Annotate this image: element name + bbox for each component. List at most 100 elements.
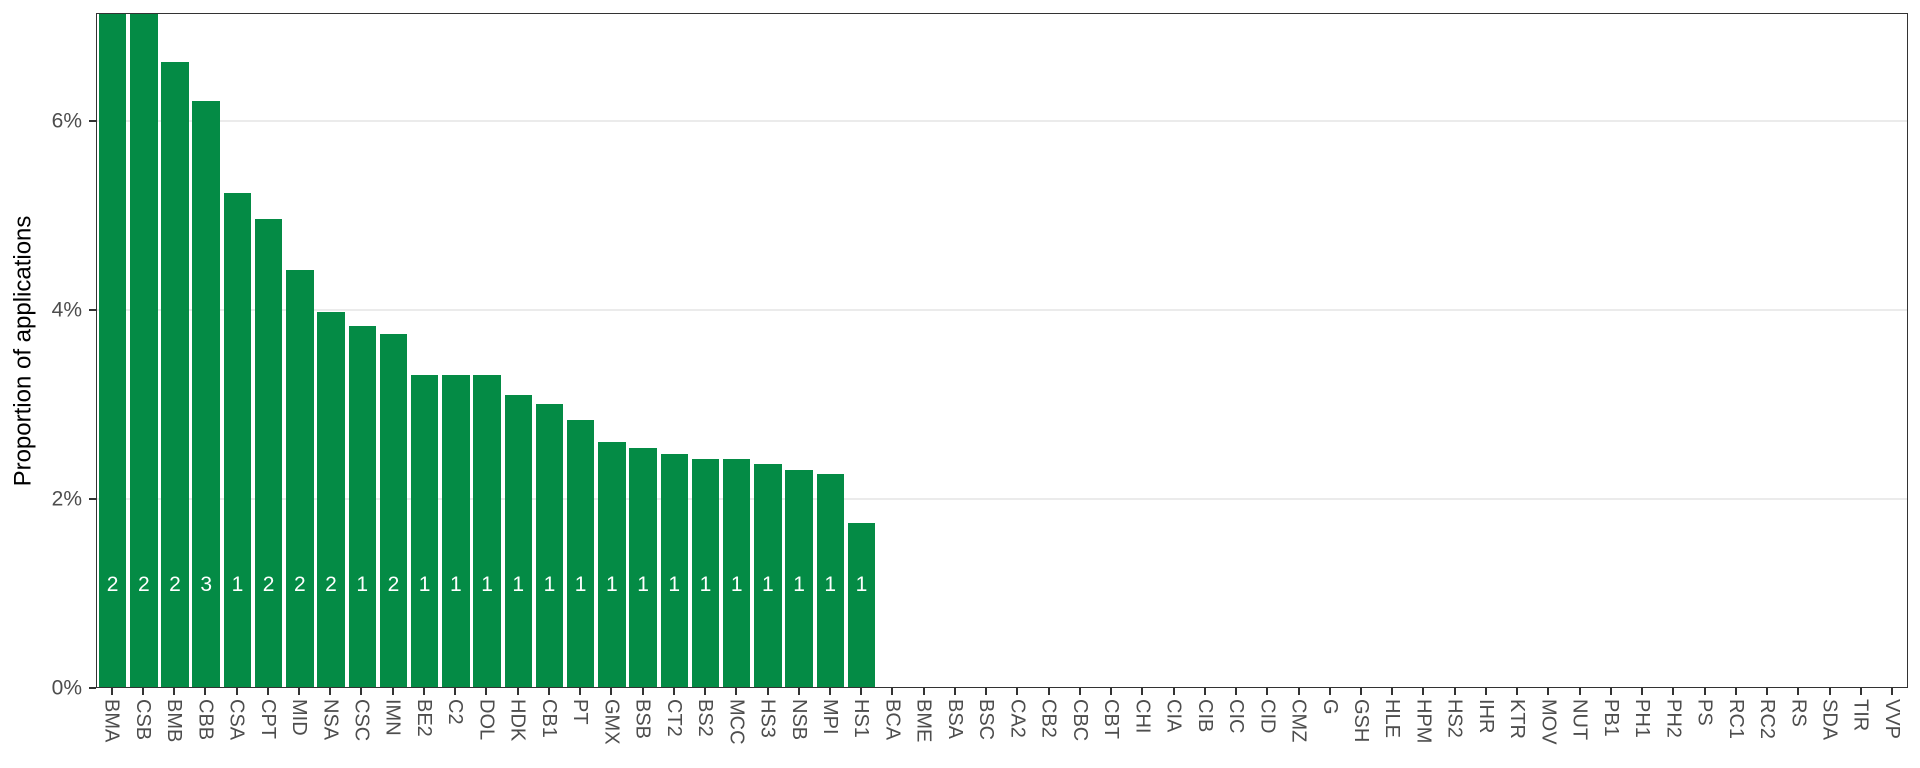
x-tick-mark <box>1484 688 1487 695</box>
x-tick-mark <box>1359 688 1362 695</box>
x-tick-mark <box>1141 688 1144 695</box>
x-tick-slot: CSB <box>127 688 158 768</box>
bar-slot <box>1532 14 1563 687</box>
bar-count-label: 2 <box>325 573 337 596</box>
bar-slot <box>1688 14 1719 687</box>
x-tick-slot: IHR <box>1470 688 1501 768</box>
x-tick-label: RC2 <box>1756 699 1779 740</box>
bar: 2 <box>379 333 408 687</box>
bar-slot: 1 <box>815 14 846 687</box>
x-tick-mark <box>1235 688 1238 695</box>
bar-slot <box>971 14 1002 687</box>
x-tick-slot: CBB <box>190 688 221 768</box>
bar-count-label: 1 <box>793 573 805 596</box>
bar-slot: 1 <box>347 14 378 687</box>
bar-slot <box>1283 14 1314 687</box>
x-tick-mark <box>173 688 176 695</box>
bar-slot: 1 <box>752 14 783 687</box>
y-tick-label: 2% <box>51 487 82 511</box>
x-tick-label: CA2 <box>1006 699 1029 738</box>
x-tick-label: HPM <box>1412 699 1435 744</box>
x-tick-label: BSA <box>943 699 966 740</box>
x-tick-mark <box>329 688 332 695</box>
x-tick-label: BMA <box>100 699 123 743</box>
x-tick-mark <box>1453 688 1456 695</box>
bar: 2 <box>254 218 283 687</box>
x-tick-mark <box>141 688 144 695</box>
x-tick-mark <box>1828 688 1831 695</box>
bar: 1 <box>410 375 439 687</box>
x-tick-mark <box>579 688 582 695</box>
bar: 1 <box>442 375 470 687</box>
x-tick-mark <box>485 688 488 695</box>
bar-count-label: 1 <box>762 573 774 596</box>
bar-count-label: 1 <box>574 573 587 596</box>
bar-slot: 1 <box>783 14 814 687</box>
x-tick-slot: BCA <box>877 688 908 768</box>
x-tick-slot: BSC <box>971 688 1002 768</box>
bar-slot <box>1376 14 1407 687</box>
x-tick-slot: MOV <box>1533 688 1564 768</box>
x-tick-label: BE2 <box>412 699 435 737</box>
x-tick-mark <box>891 688 894 695</box>
bar-count-label: 1 <box>231 573 244 596</box>
x-tick-label: CBB <box>194 699 217 741</box>
bar-slot <box>1844 14 1875 687</box>
bar-slot <box>1345 14 1376 687</box>
bar: 3 <box>192 100 220 687</box>
x-tick-label: HS3 <box>756 699 779 738</box>
x-tick-slot: PH1 <box>1626 688 1657 768</box>
x-tick-label: GMX <box>600 699 623 745</box>
bar: 1 <box>598 441 626 687</box>
x-tick-mark <box>922 688 925 695</box>
bar-count-label: 3 <box>200 573 213 596</box>
x-tick-slot: HS2 <box>1439 688 1470 768</box>
bar-slot <box>1595 14 1626 687</box>
x-tick-slot: G <box>1314 688 1345 768</box>
bar: 2 <box>286 270 314 687</box>
x-tick-mark <box>360 688 363 695</box>
x-tick-slot: CBC <box>1064 688 1095 768</box>
bar: 1 <box>722 458 751 687</box>
bar-slot: 1 <box>534 14 565 687</box>
bar-slot: 2 <box>128 14 159 687</box>
y-tick-label: 4% <box>51 298 82 322</box>
x-tick-mark <box>1391 688 1394 695</box>
gridline <box>97 308 1907 311</box>
bar-slot <box>1096 14 1127 687</box>
y-tick-label: 0% <box>51 676 82 700</box>
bar-slot <box>1470 14 1501 687</box>
x-tick-slot: HDK <box>502 688 533 768</box>
bar-slot <box>1002 14 1033 687</box>
bar-slot: 3 <box>191 14 222 687</box>
x-tick-slot: C2 <box>440 688 471 768</box>
x-tick-label: CB1 <box>537 699 560 738</box>
x-tick-mark <box>422 688 425 695</box>
x-tick-slot: KTR <box>1502 688 1533 768</box>
x-tick-label: CIC <box>1225 699 1248 734</box>
x-tick-label: BS2 <box>694 699 717 737</box>
bar-count-label: 1 <box>449 573 462 596</box>
x-tick-mark <box>1797 688 1800 695</box>
x-tick-label: NUT <box>1568 699 1591 741</box>
x-tick-mark <box>547 688 550 695</box>
x-tick-label: PH2 <box>1662 699 1685 738</box>
x-tick-slot: NSB <box>783 688 814 768</box>
bar: 2 <box>317 311 345 687</box>
x-tick-mark <box>766 688 769 695</box>
x-tick-label: CT2 <box>662 699 685 737</box>
bar-slot <box>908 14 939 687</box>
x-tick-slot: CBT <box>1096 688 1127 768</box>
x-tick-label: PS <box>1693 699 1716 726</box>
bar-slot <box>877 14 908 687</box>
x-tick-slot: CIA <box>1158 688 1189 768</box>
y-tick-mark <box>89 687 96 689</box>
x-tick-mark <box>1047 688 1050 695</box>
x-tick-label: DOL <box>475 699 498 741</box>
x-tick-slot: TIR <box>1845 688 1876 768</box>
y-tick-mark <box>89 308 96 311</box>
bar-slot: 1 <box>471 14 502 687</box>
x-tick-slot: GSH <box>1345 688 1376 768</box>
